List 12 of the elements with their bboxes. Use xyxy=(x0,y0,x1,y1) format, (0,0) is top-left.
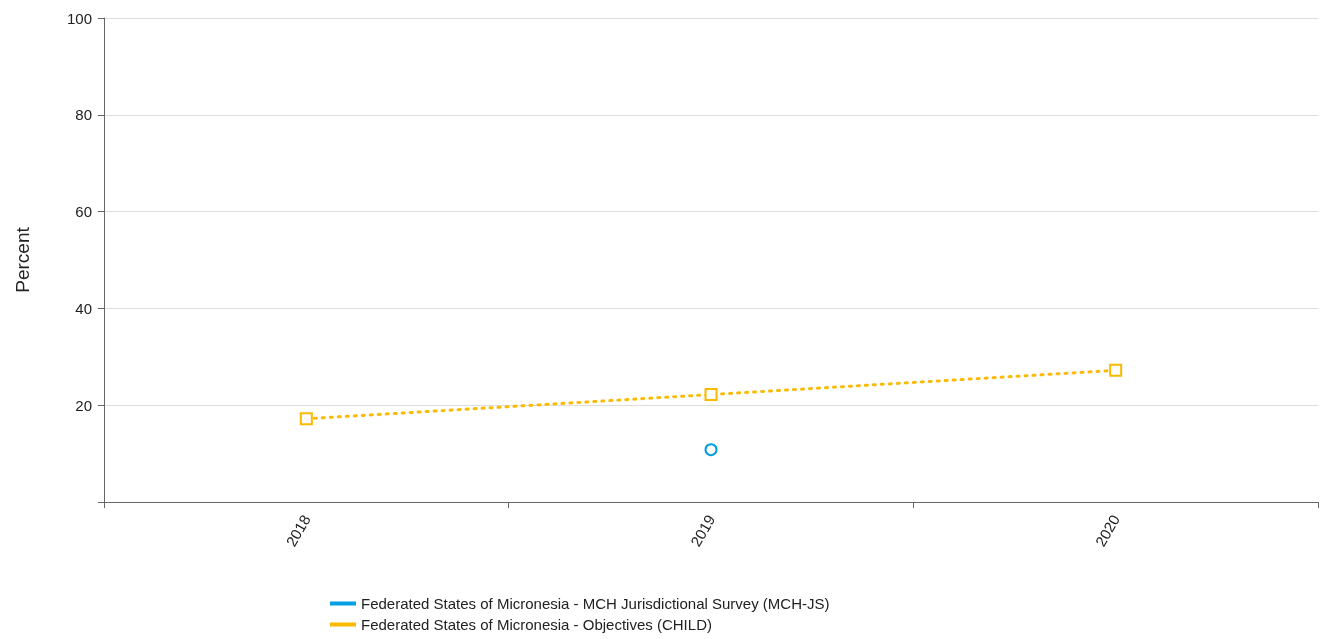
y-tick-label: 20 xyxy=(75,396,92,414)
y-tick-label: 80 xyxy=(75,106,92,124)
y-tick-label: 60 xyxy=(75,203,92,221)
legend-label: Federated States of Micronesia - Objectives (CHILD) xyxy=(361,616,712,633)
y-tick-label: 40 xyxy=(75,299,92,317)
point xyxy=(704,388,718,402)
y-tick-label: 100 xyxy=(66,9,92,27)
point xyxy=(704,443,718,457)
point xyxy=(299,412,313,426)
legend-label: Federated States of Micronesia - MCH Jurisdictional Survey (MCH-JS) xyxy=(361,595,830,612)
point xyxy=(1109,363,1123,377)
y-axis-title: Percent xyxy=(12,226,33,293)
